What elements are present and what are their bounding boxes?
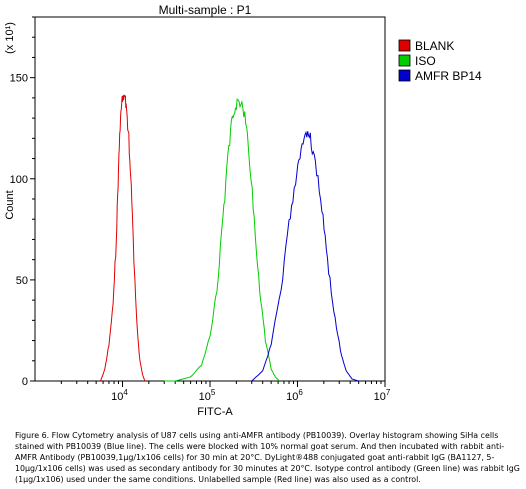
x-tick-label: 105 (199, 388, 216, 403)
y-tick-label: 50 (16, 275, 28, 287)
y-tick-label: 150 (10, 73, 28, 85)
series-line-blank (100, 94, 146, 382)
plot-frame (34, 16, 386, 382)
y-tick-label: 0 (22, 376, 28, 388)
legend-swatch (398, 39, 411, 52)
y-tick-label: 100 (10, 174, 28, 186)
legend-label: ISO (415, 54, 436, 68)
series-line-amfr-bp14 (251, 130, 359, 382)
y-scale-note: (x 10¹) (4, 22, 16, 54)
legend-label: BLANK (415, 39, 454, 53)
legend-swatch (398, 54, 411, 67)
histogram-series (100, 94, 359, 382)
x-axis-label: FITC-A (197, 406, 233, 418)
flow-histogram-chart: Multi-sample : P1 (x 10¹) Count FITC-A 0… (4, 3, 482, 418)
x-tick-label: 107 (374, 388, 391, 403)
legend-swatch (398, 69, 411, 82)
x-tick-label: 104 (111, 388, 128, 403)
y-axis-label: Count (4, 190, 16, 219)
x-axis-ticks: 104 105 106 107 (60, 381, 391, 403)
legend-label: AMFR BP14 (415, 69, 482, 83)
series-line-iso (164, 98, 280, 382)
y-axis-ticks: 0 50 100 150 (10, 16, 35, 388)
chart-title: Multi-sample : P1 (159, 3, 252, 17)
x-tick-label: 106 (286, 388, 303, 403)
figure-caption: Figure 6. Flow Cytometry analysis of U87… (15, 431, 520, 484)
